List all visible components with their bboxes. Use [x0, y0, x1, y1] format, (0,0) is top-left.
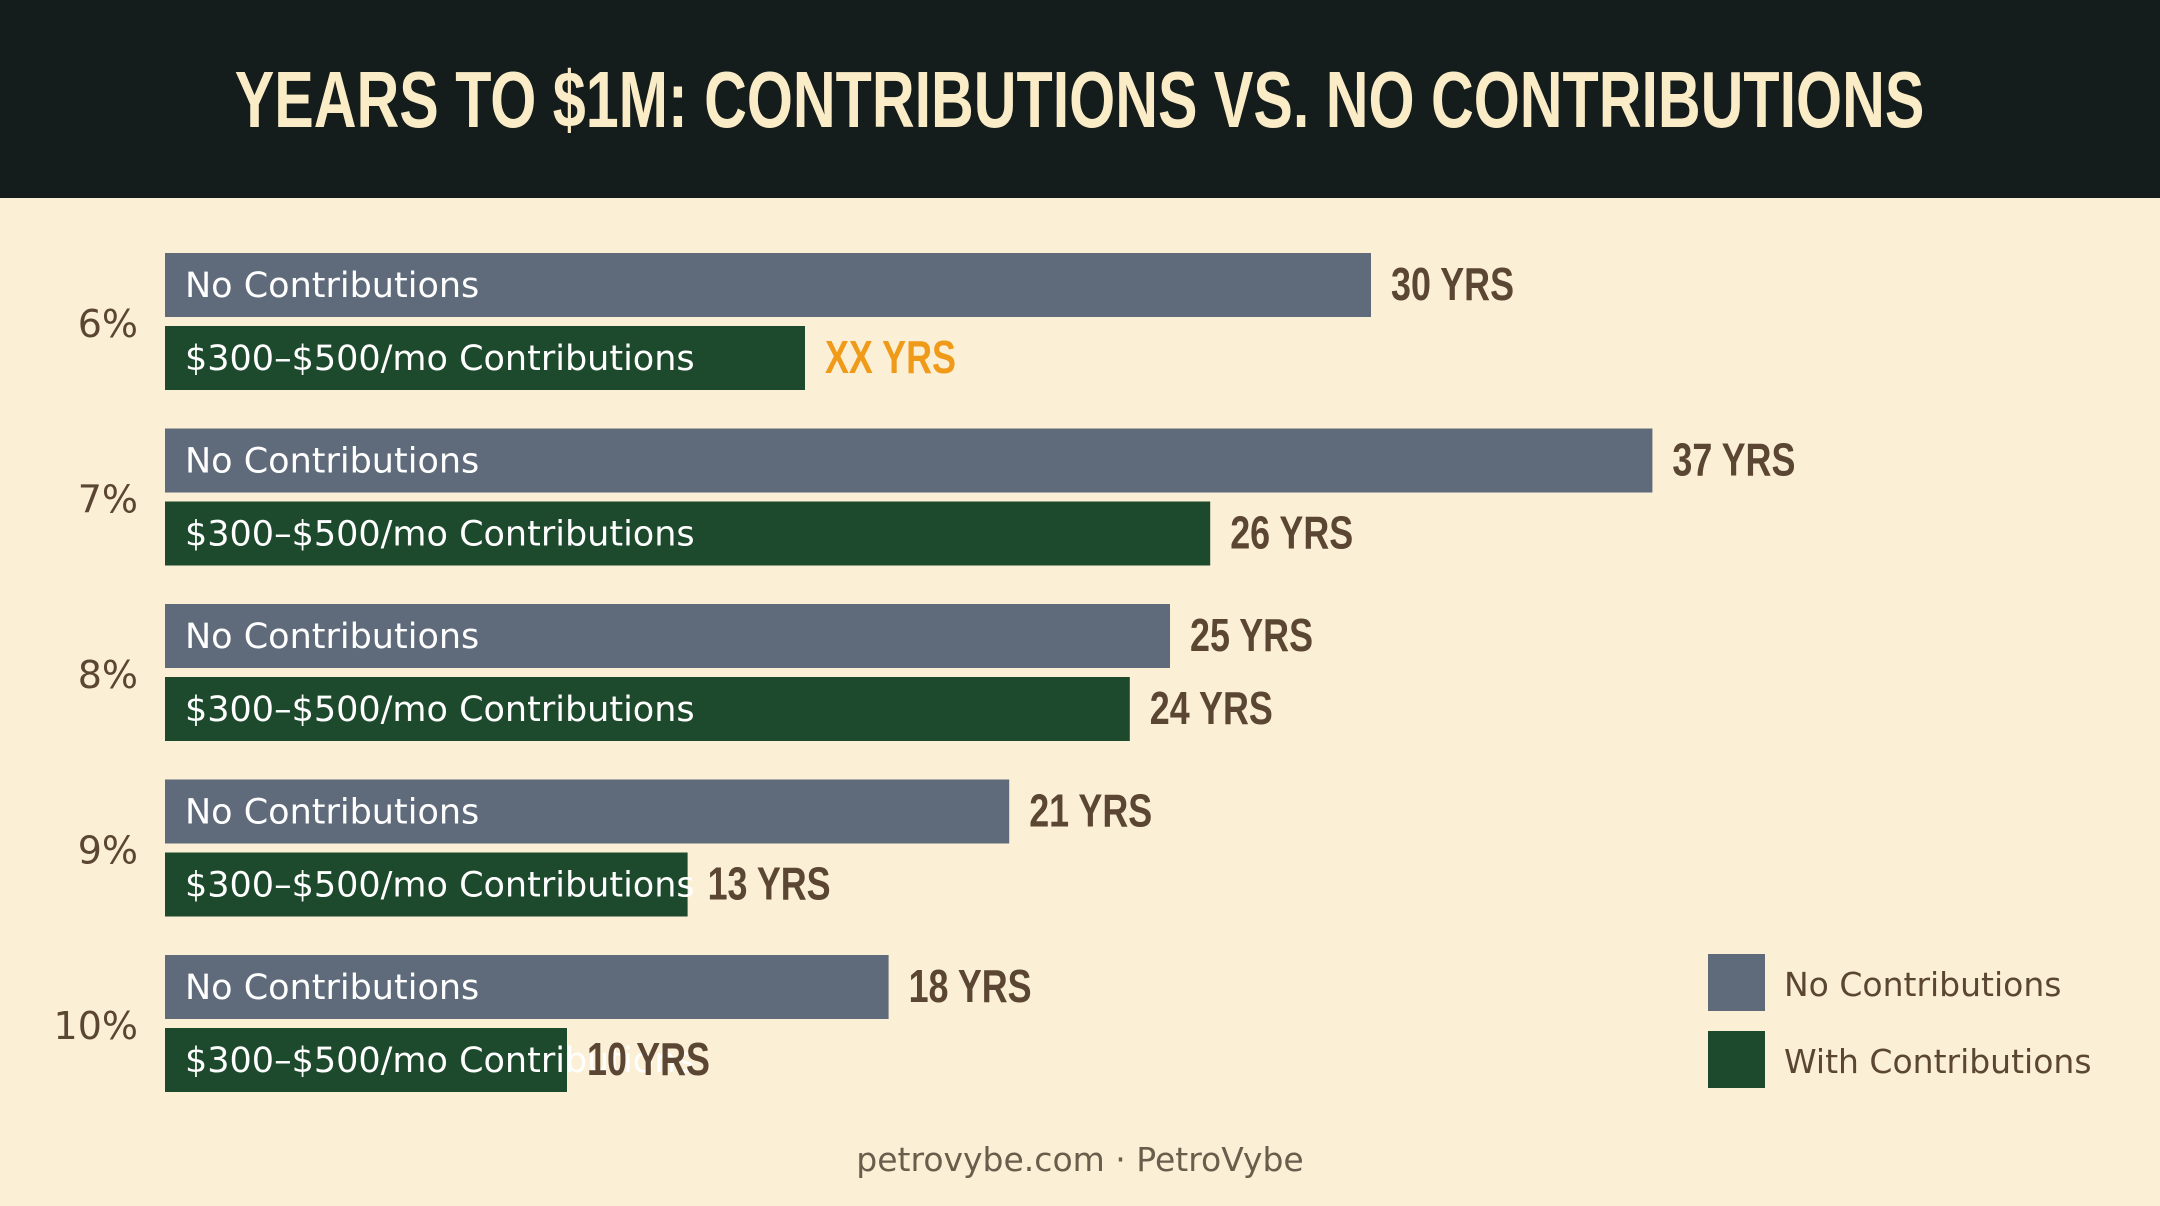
bar-label-no-contributions: No Contributions [185, 968, 479, 1008]
bar-no-contributions [165, 253, 1371, 317]
value-label-no-contributions: 25 YRS [1190, 610, 1313, 661]
bar-chart: 6% No Contributions 30 YRS $300–$500/mo Con… [54, 253, 2092, 1092]
value-label-with-contributions: 13 YRS [708, 858, 831, 909]
bar-label-no-contributions: No Contributions [185, 617, 479, 657]
value-label-no-contributions: 37 YRS [1672, 434, 1795, 485]
bar-no-contributions [165, 779, 1010, 844]
category-label: 7% [78, 478, 138, 522]
legend-with-contributions-label: With Contributions [1784, 1042, 2092, 1081]
value-label-no-contributions: 30 YRS [1391, 259, 1514, 310]
category-label: 9% [78, 829, 138, 873]
bar-label-with-contributions: $300–$500/mo Contributions [185, 1041, 695, 1081]
bar-label-with-contributions: $300–$500/mo Contributions [185, 866, 695, 906]
legend-with-contributions-swatch [1708, 1031, 1765, 1088]
bar-with-contributions [165, 677, 1130, 741]
value-label-with-contributions: XX YRS [825, 332, 956, 383]
bar-label-no-contributions: No Contributions [185, 793, 479, 833]
bar-no-contributions [165, 428, 1653, 493]
bar-label-with-contributions: $300–$500/mo Contributions [185, 690, 695, 730]
bar-with-contributions [165, 852, 688, 917]
value-label-no-contributions: 21 YRS [1029, 785, 1152, 836]
bar-no-contributions [165, 604, 1170, 668]
legend-no-contributions-swatch [1708, 954, 1765, 1011]
chart-title: YEARS TO $1M: CONTRIBUTIONS VS. NO CONTR… [235, 55, 1925, 144]
footer-credit: petrovybe.com · PetroVybe [856, 1140, 1304, 1179]
bar-with-contributions [165, 326, 805, 390]
legend-no-contributions-label: No Contributions [1784, 965, 2061, 1004]
bar-no-contributions [165, 955, 889, 1019]
header-bar: YEARS TO $1M: CONTRIBUTIONS VS. NO CONTR… [0, 0, 2160, 198]
bar-with-contributions [165, 1028, 567, 1092]
bar-label-with-contributions: $300–$500/mo Contributions [185, 515, 695, 555]
category-label: 6% [78, 302, 138, 346]
bar-label-with-contributions: $300–$500/mo Contributions [185, 339, 695, 379]
value-label-with-contributions: 10 YRS [587, 1034, 710, 1085]
value-label-with-contributions: 24 YRS [1150, 683, 1273, 734]
category-label: 10% [54, 1004, 138, 1048]
bar-with-contributions [165, 501, 1211, 566]
value-label-no-contributions: 18 YRS [909, 961, 1032, 1012]
bar-label-no-contributions: No Contributions [185, 266, 479, 306]
value-label-with-contributions: 26 YRS [1230, 507, 1353, 558]
category-label: 8% [78, 653, 138, 697]
bar-label-no-contributions: No Contributions [185, 442, 479, 482]
